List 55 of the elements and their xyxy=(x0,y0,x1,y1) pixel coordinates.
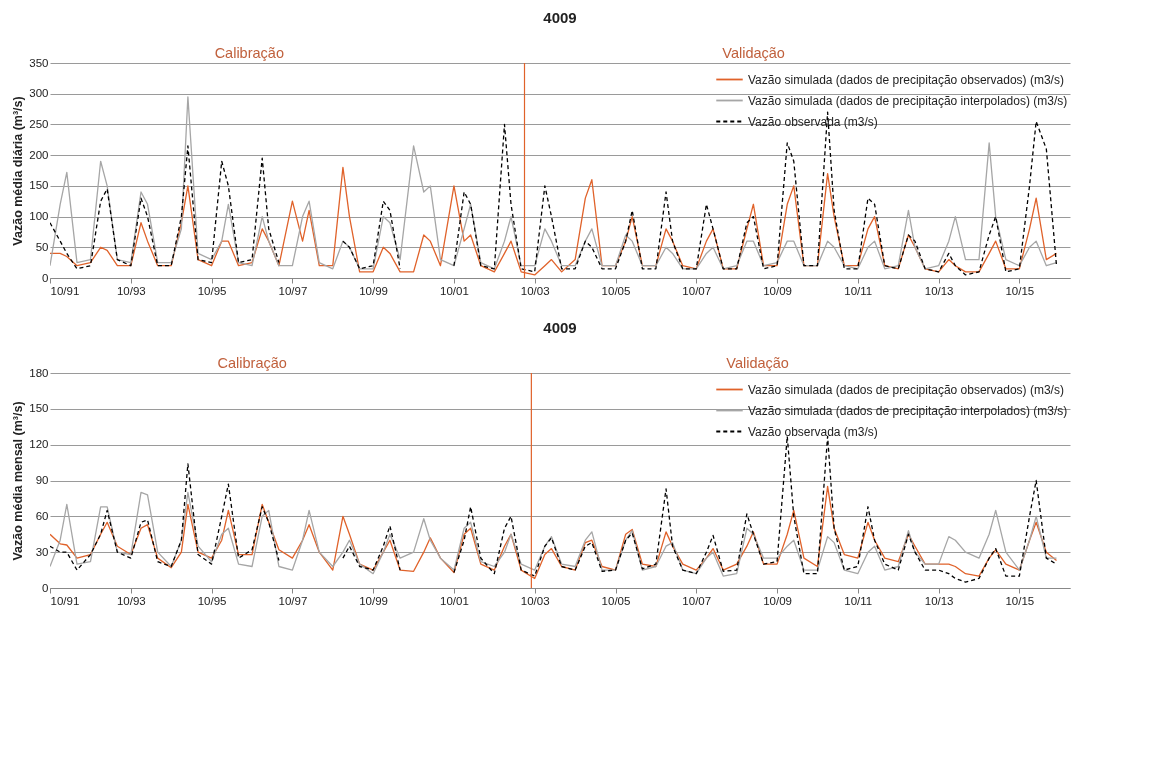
x-tick-label: 10/15 xyxy=(1005,284,1035,297)
y-tick-label: 0 xyxy=(42,581,49,594)
legend-label: Vazão observada (m3/s) xyxy=(748,424,878,439)
x-tick-label: 10/95 xyxy=(197,284,227,297)
y-tick-label: 300 xyxy=(29,87,49,100)
x-tick-label: 10/97 xyxy=(278,594,308,607)
y-tick-label: 30 xyxy=(35,545,49,558)
y-tick-label: 150 xyxy=(29,179,49,192)
text: Validação xyxy=(726,355,789,371)
x-tick-label: 10/93 xyxy=(116,284,146,297)
y-axis-title: Vazão média mensal (m³/s) xyxy=(11,401,26,561)
x-tick-label: 10/93 xyxy=(116,594,146,607)
y-axis-title: Vazão média diária (m³/s) xyxy=(11,96,26,246)
legend-label: Vazão simulada (dados de precipitação interpolados) (m3/s) xyxy=(748,403,1068,418)
x-tick-label: 10/09 xyxy=(763,594,792,607)
y-tick-label: 180 xyxy=(29,366,49,379)
x-tick-label: 10/07 xyxy=(682,284,712,297)
y-tick-label: 0 xyxy=(42,271,49,284)
x-tick-label: 10/97 xyxy=(278,284,308,297)
y-tick-label: 120 xyxy=(29,438,49,451)
x-tick-label: 10/01 xyxy=(440,284,469,297)
x-tick-label: 10/11 xyxy=(844,594,873,607)
x-tick-label: 10/95 xyxy=(197,594,227,607)
x-tick-label: 10/91 xyxy=(50,284,80,297)
x-tick-label: 10/13 xyxy=(924,284,954,297)
chart-title: 4009 xyxy=(543,319,577,336)
y-tick-label: 250 xyxy=(29,117,49,130)
legend-label: Vazão simulada (dados de precipitação observados) (m3/s) xyxy=(748,72,1064,87)
y-tick-label: 200 xyxy=(29,148,49,161)
x-tick-label: 10/99 xyxy=(359,594,389,607)
x-tick-label: 10/99 xyxy=(359,284,389,297)
legend-label: Vazão observada (m3/s) xyxy=(748,114,878,129)
y-tick-label: 50 xyxy=(35,240,49,253)
y-tick-label: 100 xyxy=(29,210,49,223)
legend-label: Vazão simulada (dados de precipitação observados) (m3/s) xyxy=(748,382,1064,397)
x-tick-label: 10/05 xyxy=(601,284,631,297)
x-tick-label: 10/91 xyxy=(50,594,80,607)
y-tick-label: 90 xyxy=(35,474,49,486)
x-tick-label: 10/03 xyxy=(520,594,550,607)
text: Validação xyxy=(722,45,785,61)
x-tick-label: 10/09 xyxy=(763,284,792,297)
x-tick-label: 10/13 xyxy=(924,594,954,607)
y-tick-label: 150 xyxy=(29,402,49,415)
x-tick-label: 10/11 xyxy=(844,284,873,297)
x-tick-label: 10/03 xyxy=(520,284,550,297)
y-tick-label: 60 xyxy=(35,509,49,522)
x-tick-label: 10/05 xyxy=(601,594,631,607)
x-tick-label: 10/07 xyxy=(682,594,712,607)
y-tick-label: 350 xyxy=(29,56,49,69)
legend-label: Vazão simulada (dados de precipitação interpolados) (m3/s) xyxy=(748,93,1068,108)
x-tick-label: 10/01 xyxy=(440,594,469,607)
chart-title: 4009 xyxy=(543,9,577,26)
text: Calibração xyxy=(214,45,284,61)
x-tick-label: 10/15 xyxy=(1005,594,1035,607)
text: Calibração xyxy=(217,355,287,371)
